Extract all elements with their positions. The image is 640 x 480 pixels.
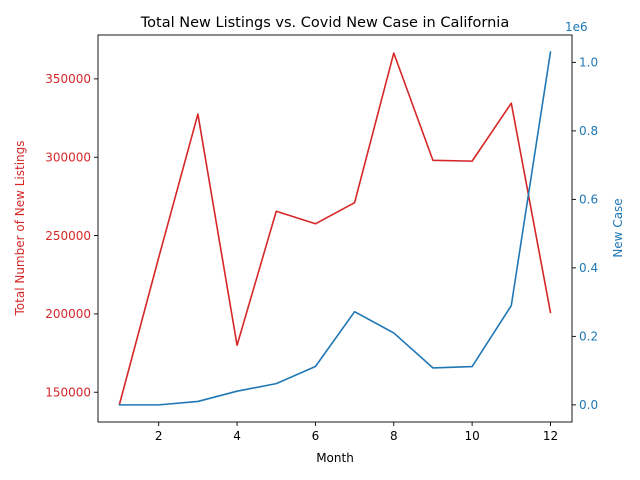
x-tick-label-2: 2	[155, 429, 163, 443]
x-tick-label-4: 4	[233, 429, 241, 443]
series-line-left	[118, 52, 552, 405]
right-tick-label-1: 1.0	[579, 56, 598, 70]
left-tick-label-300000: 300000	[45, 151, 91, 165]
left-axis-label: Total Number of New Listings	[13, 140, 27, 316]
left-tick-label-200000: 200000	[45, 307, 91, 321]
chart-title: Total New Listings vs. Covid New Case in…	[140, 15, 509, 31]
x-axis-label: Month	[316, 451, 354, 465]
x-tick-label-12: 12	[543, 429, 558, 443]
right-tick-label-0.2: 0.2	[579, 330, 598, 344]
left-tick-label-150000: 150000	[45, 386, 91, 400]
right-tick-label-0.8: 0.8	[579, 124, 598, 138]
left-tick-label-350000: 350000	[45, 72, 91, 86]
plot-area: 2 4 6 8 10 12 150000 200000 250000 300000 350000 0.…	[45, 34, 598, 443]
x-tick-label-8: 8	[390, 429, 398, 443]
x-tick-label-10: 10	[464, 429, 479, 443]
plot-frame	[97, 34, 573, 423]
right-tick-label-0.6: 0.6	[579, 193, 598, 207]
series-line-right	[118, 51, 552, 406]
right-tick-label-0.4: 0.4	[579, 261, 598, 275]
left-tick-label-250000: 250000	[45, 229, 91, 243]
x-tick-label-6: 6	[312, 429, 320, 443]
right-axis-label: New Case	[611, 198, 625, 257]
right-axis-offset-label: 1e6	[565, 20, 588, 34]
right-tick-label-0: 0.0	[579, 398, 598, 412]
